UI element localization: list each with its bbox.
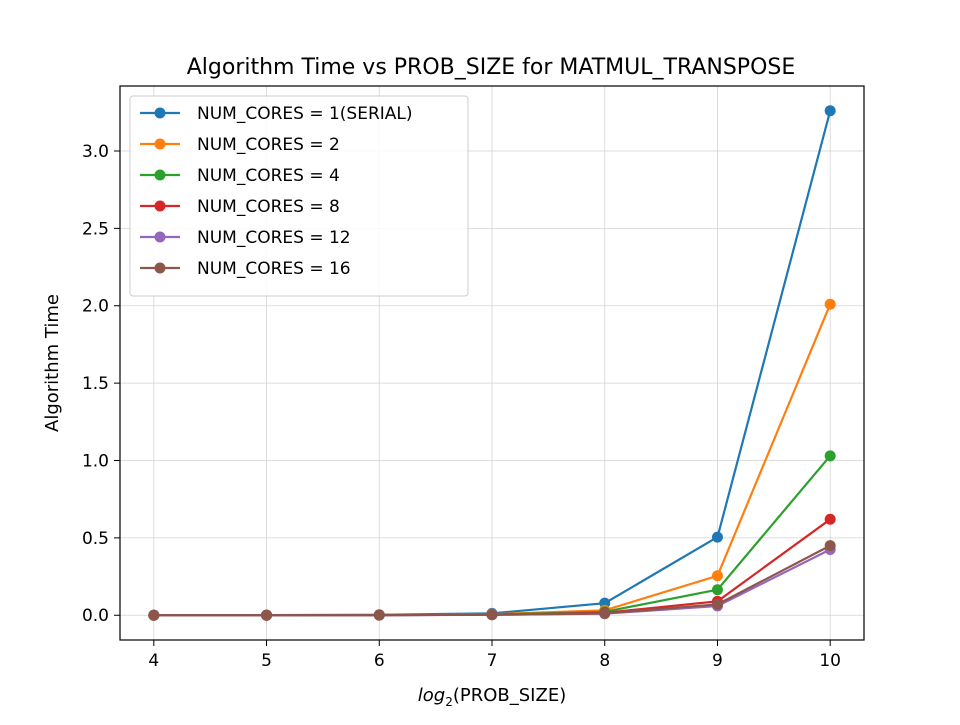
legend-marker xyxy=(154,107,166,119)
legend-item: NUM_CORES = 8 xyxy=(140,197,340,217)
legend-marker xyxy=(154,138,166,150)
legend: NUM_CORES = 1(SERIAL) NUM_CORES = 2 NUM_CO… xyxy=(129,95,469,297)
data-point xyxy=(711,584,723,596)
legend-item: NUM_CORES = 2 xyxy=(140,135,340,155)
x-tick-label: 10 xyxy=(819,651,841,671)
x-tick-label: 5 xyxy=(261,651,272,671)
legend-box xyxy=(129,95,469,297)
legend-marker xyxy=(154,231,166,243)
x-tick-label: 4 xyxy=(148,651,159,671)
x-tick-label: 6 xyxy=(374,651,385,671)
data-point xyxy=(261,609,273,621)
legend-item: NUM_CORES = 12 xyxy=(140,228,351,248)
x-axis-label-subscript: 2 xyxy=(445,695,453,709)
y-tick-label: 2.0 xyxy=(82,297,109,317)
data-point xyxy=(824,513,836,525)
data-point xyxy=(148,609,160,621)
legend-item: NUM_CORES = 1(SERIAL) xyxy=(140,104,413,124)
y-tick-label: 2.5 xyxy=(82,219,109,239)
y-tick-label: 0.5 xyxy=(82,529,109,549)
legend-label: NUM_CORES = 2 xyxy=(197,135,340,155)
y-tick-label: 3.0 xyxy=(82,142,109,162)
x-axis-label-rest: (PROB_SIZE) xyxy=(453,685,566,706)
x-tick-label: 9 xyxy=(712,651,723,671)
legend-label: NUM_CORES = 16 xyxy=(197,259,351,279)
legend-marker xyxy=(154,169,166,181)
grid-layer xyxy=(120,86,864,640)
legend-label: NUM_CORES = 8 xyxy=(197,197,340,217)
data-point xyxy=(486,609,498,621)
tick-layer: 4 5 6 7 8 9 10 0.0 0.5 1.0 1.5 2.0 2.5 3.0 xyxy=(82,142,841,671)
legend-label: NUM_CORES = 4 xyxy=(197,166,340,186)
x-axis-label: log2(PROB_SIZE) xyxy=(418,685,566,709)
data-point xyxy=(373,609,385,621)
y-tick-label: 0.0 xyxy=(82,606,109,626)
data-point xyxy=(711,598,723,610)
data-point xyxy=(599,607,611,619)
y-tick-label: 1.5 xyxy=(82,374,109,394)
data-point xyxy=(824,105,836,117)
data-point xyxy=(824,540,836,552)
chart-title: Algorithm Time vs PROB_SIZE for MATMUL_T… xyxy=(187,55,796,80)
y-axis-label: Algorithm Time xyxy=(42,294,63,432)
data-point xyxy=(711,531,723,543)
x-axis-label-base: log xyxy=(418,685,445,706)
series-6 xyxy=(148,540,836,621)
x-tick-label: 7 xyxy=(487,651,498,671)
legend-label: NUM_CORES = 12 xyxy=(197,228,351,248)
data-point xyxy=(824,298,836,310)
legend-item: NUM_CORES = 16 xyxy=(140,259,351,279)
legend-marker xyxy=(154,262,166,274)
series-layer xyxy=(148,105,836,621)
y-tick-label: 1.0 xyxy=(82,451,109,471)
legend-marker xyxy=(154,200,166,212)
x-tick-label: 8 xyxy=(599,651,610,671)
legend-item: NUM_CORES = 4 xyxy=(140,166,340,186)
legend-label: NUM_CORES = 1(SERIAL) xyxy=(197,104,413,124)
data-point xyxy=(711,570,723,582)
data-point xyxy=(824,450,836,462)
